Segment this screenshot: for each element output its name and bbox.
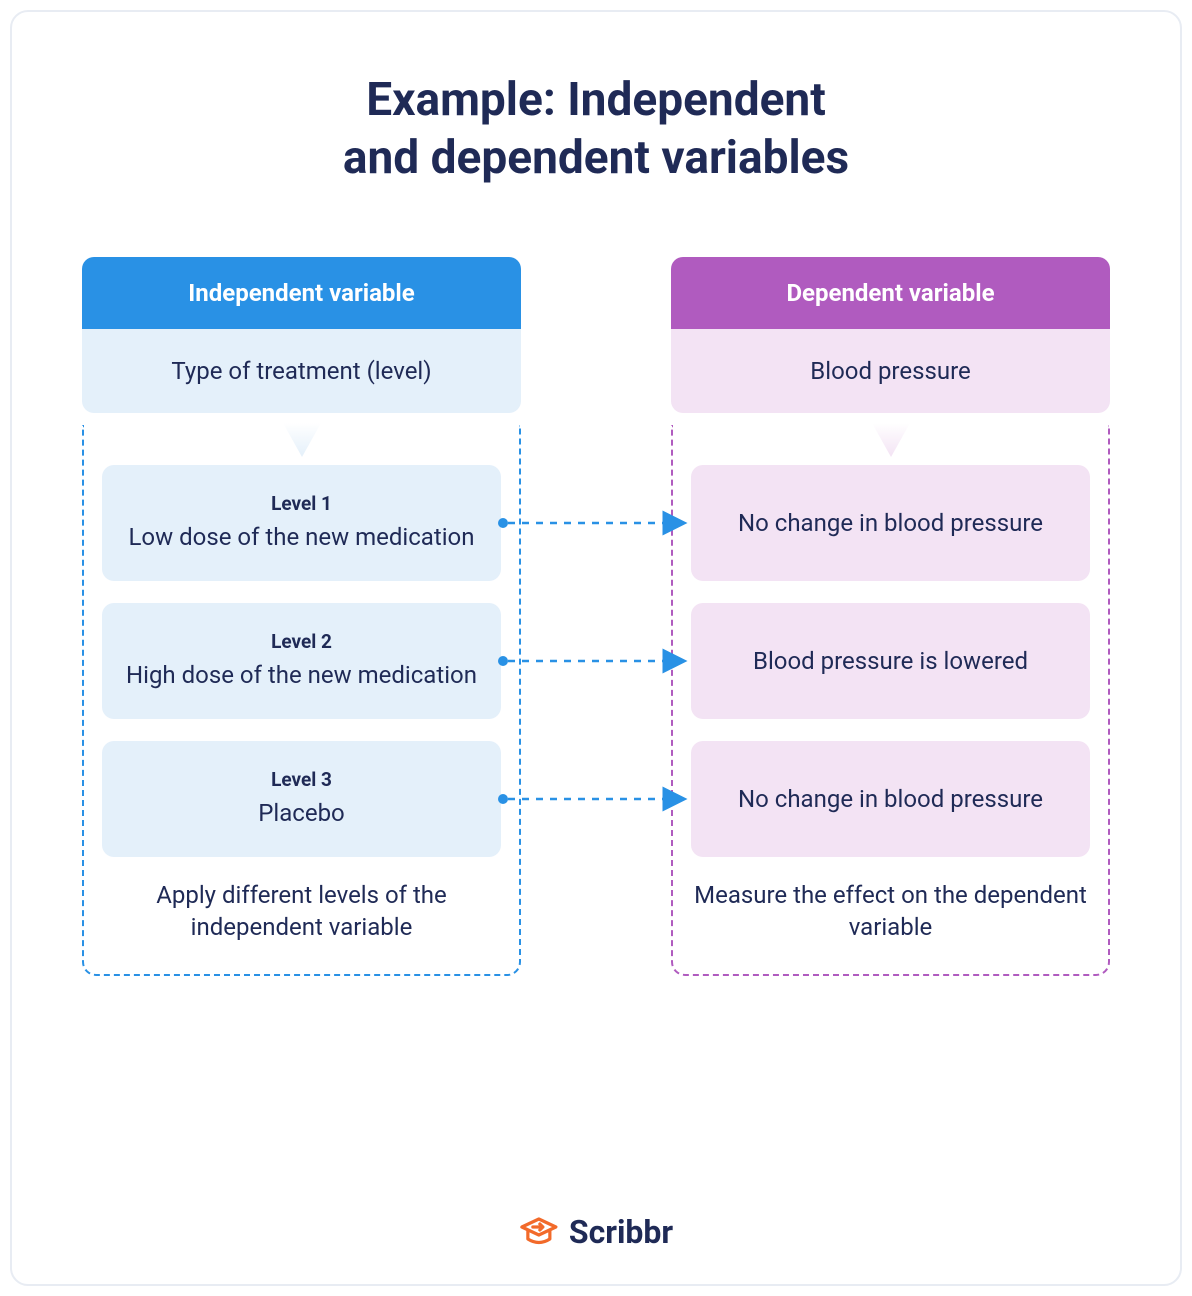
item-text: Low dose of the new medication: [122, 521, 481, 553]
independent-caption: Apply different levels of the independen…: [102, 879, 501, 944]
item-text: Blood pressure is lowered: [711, 645, 1070, 677]
item-text: High dose of the new medication: [122, 659, 481, 691]
item-level-label: Level 2: [122, 630, 481, 653]
item-level-label: Level 1: [122, 492, 481, 515]
page-title: Example: Independent and dependent varia…: [82, 72, 1110, 187]
title-line-2: and dependent variables: [343, 131, 849, 185]
independent-dashed-region: Level 1 Low dose of the new medication L…: [82, 425, 521, 976]
independent-header: Independent variable: [82, 257, 521, 329]
independent-item: Level 3 Placebo: [102, 741, 501, 857]
item-text: Placebo: [122, 797, 481, 829]
dependent-item: Blood pressure is lowered: [691, 603, 1090, 719]
logo-text: Scribbr: [569, 1213, 673, 1251]
brand-logo: Scribbr: [519, 1212, 673, 1252]
down-arrow-icon: [872, 423, 910, 463]
independent-item: Level 2 High dose of the new medication: [102, 603, 501, 719]
item-level-label: Level 3: [122, 768, 481, 791]
independent-column: Independent variable Type of treatment (…: [82, 257, 521, 976]
dependent-subheader: Blood pressure: [671, 329, 1110, 413]
item-text: No change in blood pressure: [711, 783, 1070, 815]
independent-item: Level 1 Low dose of the new medication: [102, 465, 501, 581]
dependent-caption: Measure the effect on the dependent vari…: [691, 879, 1090, 944]
dependent-item: No change in blood pressure: [691, 465, 1090, 581]
title-line-1: Example: Independent: [366, 73, 826, 127]
columns-wrapper: Independent variable Type of treatment (…: [82, 257, 1110, 976]
dependent-dashed-region: No change in blood pressure Blood pressu…: [671, 425, 1110, 976]
diagram-frame: Example: Independent and dependent varia…: [10, 10, 1182, 1286]
independent-subheader: Type of treatment (level): [82, 329, 521, 413]
graduation-cap-icon: [519, 1212, 559, 1252]
dependent-column: Dependent variable Blood pressure No cha…: [671, 257, 1110, 976]
dependent-header: Dependent variable: [671, 257, 1110, 329]
dependent-item: No change in blood pressure: [691, 741, 1090, 857]
down-arrow-icon: [283, 423, 321, 463]
item-text: No change in blood pressure: [711, 507, 1070, 539]
